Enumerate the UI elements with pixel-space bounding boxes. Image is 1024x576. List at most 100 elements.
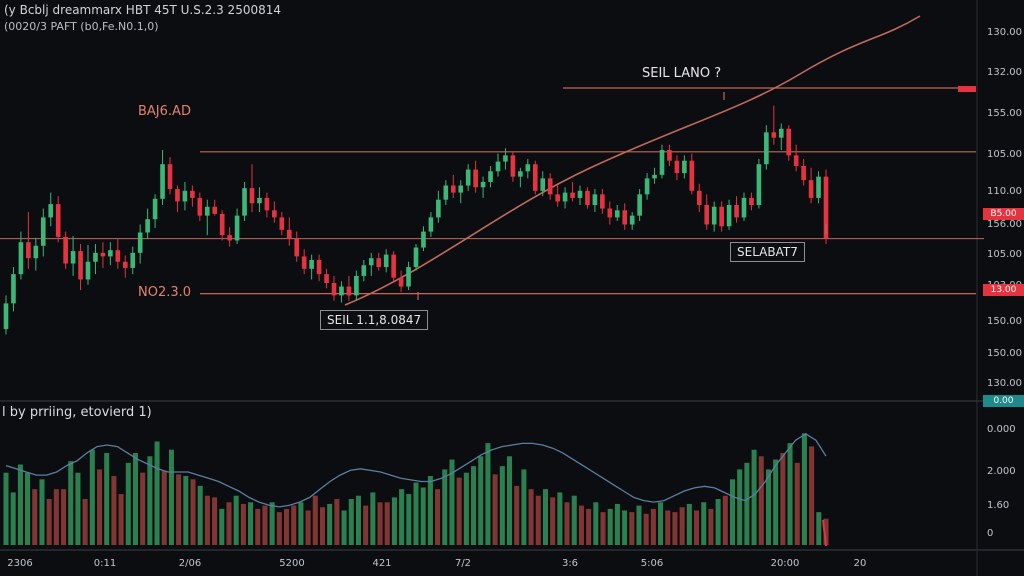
volume-bar: [643, 513, 649, 545]
candle-body: [555, 194, 560, 202]
candle-body: [823, 176, 829, 239]
candle-body: [696, 190, 702, 205]
callout-top: SEIL LANO ?: [642, 66, 722, 81]
candle-body: [495, 161, 501, 172]
volume-bar: [39, 479, 45, 545]
volume-bar: [291, 505, 297, 545]
candle-body: [689, 160, 695, 191]
candle-body: [436, 199, 441, 218]
volume-bar: [61, 489, 67, 545]
volume-bar: [219, 508, 225, 545]
candle-body: [518, 171, 523, 177]
candle-body: [257, 197, 262, 204]
candle-body: [562, 192, 568, 202]
volume-bar: [715, 499, 721, 545]
candle-body: [286, 229, 292, 239]
volume-bar: [377, 502, 383, 545]
volume-bar: [82, 499, 88, 545]
indicator-title: l by prriing, etovierd 1): [2, 405, 152, 420]
level-label-upper: BAJ6.AD: [138, 104, 191, 119]
volume-bar: [147, 456, 153, 545]
candle-body: [331, 283, 337, 296]
candle-body: [197, 197, 203, 216]
volume-bar: [75, 472, 81, 545]
x-tick-label: 0:11: [93, 558, 117, 569]
volume-bar: [334, 499, 340, 545]
volume-bar: [212, 497, 218, 545]
volume-bar: [542, 489, 548, 545]
candle-body: [167, 164, 173, 190]
volume-bar: [305, 510, 311, 545]
volume-bar: [578, 505, 584, 545]
volume-bar: [10, 492, 16, 545]
candle-body: [682, 160, 687, 174]
candle-body: [212, 206, 218, 214]
volume-bar: [327, 503, 333, 545]
volume-bar: [355, 495, 361, 545]
volume-bar: [629, 512, 635, 545]
candle-body: [40, 217, 46, 246]
candle-body: [465, 169, 471, 186]
y-tick-label: 130.00: [987, 378, 1022, 389]
volume-bar: [125, 462, 131, 545]
volume-bar: [521, 469, 527, 545]
candle-body: [801, 166, 806, 181]
candle-body: [204, 206, 210, 216]
candle-body: [175, 189, 180, 202]
candle-body: [525, 164, 531, 172]
candle-body: [122, 261, 128, 268]
volume-bar: [53, 489, 59, 545]
volume-bar: [679, 507, 685, 545]
volume-bar: [226, 502, 232, 545]
candle-body: [406, 267, 411, 287]
trend-curve: [344, 15, 921, 306]
volume-bar: [132, 453, 138, 545]
volume-bar: [794, 462, 800, 545]
candle-body: [324, 274, 329, 283]
volume-bar: [463, 472, 469, 545]
candle-body: [488, 171, 493, 182]
volume-bar: [190, 479, 196, 545]
volume-bar: [686, 503, 692, 545]
candle-body: [458, 185, 464, 193]
candle-body: [749, 197, 754, 205]
volume-bar: [787, 443, 793, 545]
candle-body: [480, 181, 486, 188]
candle-body: [108, 250, 113, 257]
candle-body: [764, 132, 769, 165]
x-tick-label: 421: [372, 558, 392, 569]
candle-body: [585, 190, 590, 205]
candle-body: [816, 176, 821, 198]
candle-body: [279, 217, 285, 230]
lower-tick-label: 0.000: [987, 424, 1016, 435]
volume-bar: [118, 494, 124, 545]
candle-body: [78, 251, 83, 280]
x-tick-label: 5200: [279, 558, 305, 569]
candle-body: [771, 132, 777, 138]
candle-body: [316, 259, 322, 275]
candle-body: [182, 190, 188, 202]
y-tick-label: 130.00: [987, 27, 1022, 38]
volume-bar: [506, 456, 513, 545]
y-tick-label: 105.00: [987, 149, 1022, 160]
candle-body: [637, 194, 642, 216]
volume-bar: [255, 508, 261, 545]
volume-bar: [204, 495, 210, 545]
volume-bar: [636, 505, 642, 545]
candle-body: [376, 258, 382, 268]
candle-body: [361, 265, 367, 276]
volume-bar: [312, 495, 318, 545]
volume-bar: [607, 508, 613, 545]
candle-body: [592, 194, 598, 205]
volume-bar: [3, 472, 9, 545]
candle-body: [652, 174, 657, 179]
volume-bar: [17, 464, 23, 545]
y-tick-label: 155.00: [987, 108, 1022, 119]
candle-body: [674, 160, 680, 174]
lower-tick-label: 2.000: [987, 466, 1016, 477]
volume-bar: [650, 508, 656, 545]
candle-body: [428, 217, 434, 232]
candle-body: [18, 242, 24, 275]
